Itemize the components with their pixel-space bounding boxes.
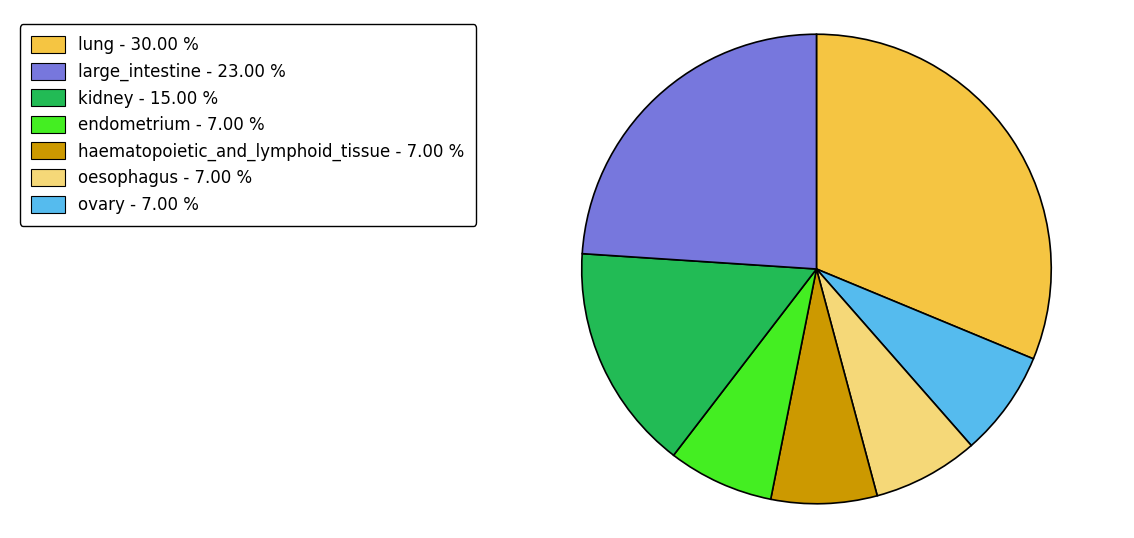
Legend: lung - 30.00 %, large_intestine - 23.00 %, kidney - 15.00 %, endometrium - 7.00 : lung - 30.00 %, large_intestine - 23.00 …: [19, 24, 476, 225]
Wedge shape: [816, 34, 1051, 359]
Wedge shape: [816, 269, 971, 495]
Wedge shape: [816, 269, 1033, 445]
Wedge shape: [771, 269, 878, 504]
Wedge shape: [582, 253, 816, 455]
Wedge shape: [582, 34, 816, 269]
Wedge shape: [674, 269, 816, 499]
